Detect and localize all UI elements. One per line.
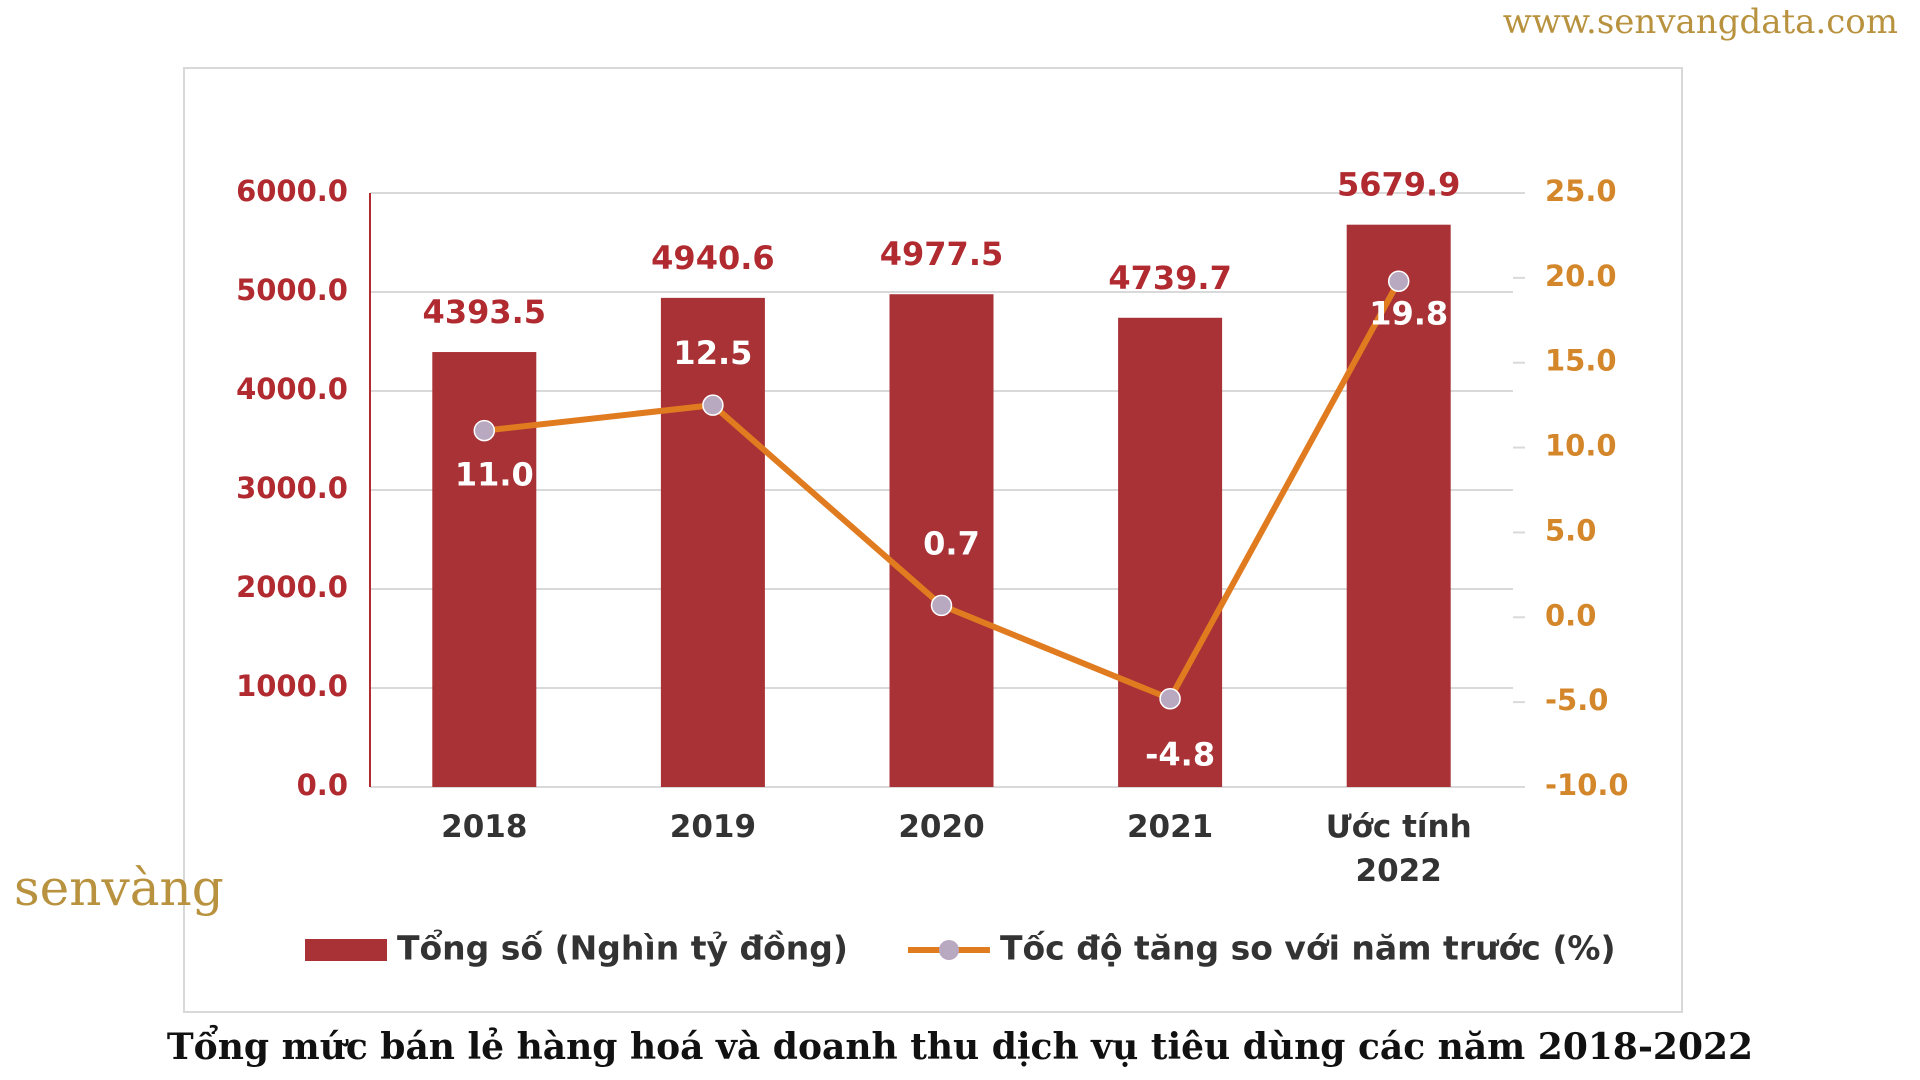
legend-label: Tổng số (Nghìn tỷ đồng) — [397, 928, 848, 968]
bar-value-label: 4977.5 — [880, 235, 1003, 273]
watermark: www.senvangdata.com — [1503, 2, 1898, 42]
line-marker — [930, 594, 953, 617]
bar — [1346, 224, 1451, 788]
y-tick-label: 5000.0 — [236, 273, 348, 307]
legend-marker — [938, 940, 959, 960]
line-marker — [1387, 270, 1410, 293]
y-tick-label: 1000.0 — [236, 669, 348, 703]
bar — [889, 294, 994, 787]
legend-swatch — [305, 939, 387, 961]
y-tick-label: 0.0 — [297, 768, 348, 802]
y2-tick-label: 15.0 — [1545, 344, 1617, 378]
bar — [432, 352, 537, 787]
x-tick-label: 2019 — [669, 809, 757, 845]
line-marker — [702, 394, 724, 416]
line-value-label: 12.5 — [673, 334, 752, 372]
y2-tick-label: 20.0 — [1545, 259, 1617, 293]
chart-frame — [183, 67, 1683, 1013]
line-value-label: 19.8 — [1369, 294, 1448, 332]
x-tick-label: Ước tính 2022 — [1325, 809, 1472, 889]
bar — [1118, 317, 1223, 787]
y-tick-label: 3000.0 — [236, 471, 348, 505]
y-tick-label: 2000.0 — [236, 570, 348, 604]
line-marker — [1159, 687, 1181, 710]
line-value-label: -4.8 — [1145, 736, 1215, 774]
y-tick-label: 6000.0 — [236, 174, 348, 208]
legend-label: Tốc độ tăng so với năm trước (%) — [1000, 929, 1616, 968]
y2-tick-label: -10.0 — [1545, 768, 1629, 802]
x-tick-label: 2020 — [898, 809, 985, 845]
y2-tick-label: -5.0 — [1545, 683, 1608, 717]
x-tick-label: 2018 — [441, 809, 528, 845]
line-marker — [473, 419, 496, 442]
line-value-label: 11.0 — [455, 456, 534, 494]
chart-title: Tổng mức bán lẻ hàng hoá và doanh thu dị… — [167, 1026, 1753, 1068]
bar — [660, 297, 765, 787]
line-value-label: 0.7 — [923, 524, 980, 562]
y2-tick-label: 0.0 — [1545, 598, 1596, 632]
logo: senvàng — [14, 859, 224, 917]
y-tick-label: 4000.0 — [236, 372, 348, 406]
bar-value-label: 4739.7 — [1108, 259, 1231, 297]
y2-tick-label: 5.0 — [1545, 513, 1596, 547]
y2-tick-label: 10.0 — [1545, 429, 1617, 463]
bar-value-label: 4940.6 — [651, 239, 774, 277]
x-tick-label: 2021 — [1126, 809, 1214, 845]
bar-value-label: 4393.5 — [423, 293, 546, 331]
bar-value-label: 5679.9 — [1337, 166, 1460, 204]
y2-tick-label: 25.0 — [1545, 174, 1617, 208]
